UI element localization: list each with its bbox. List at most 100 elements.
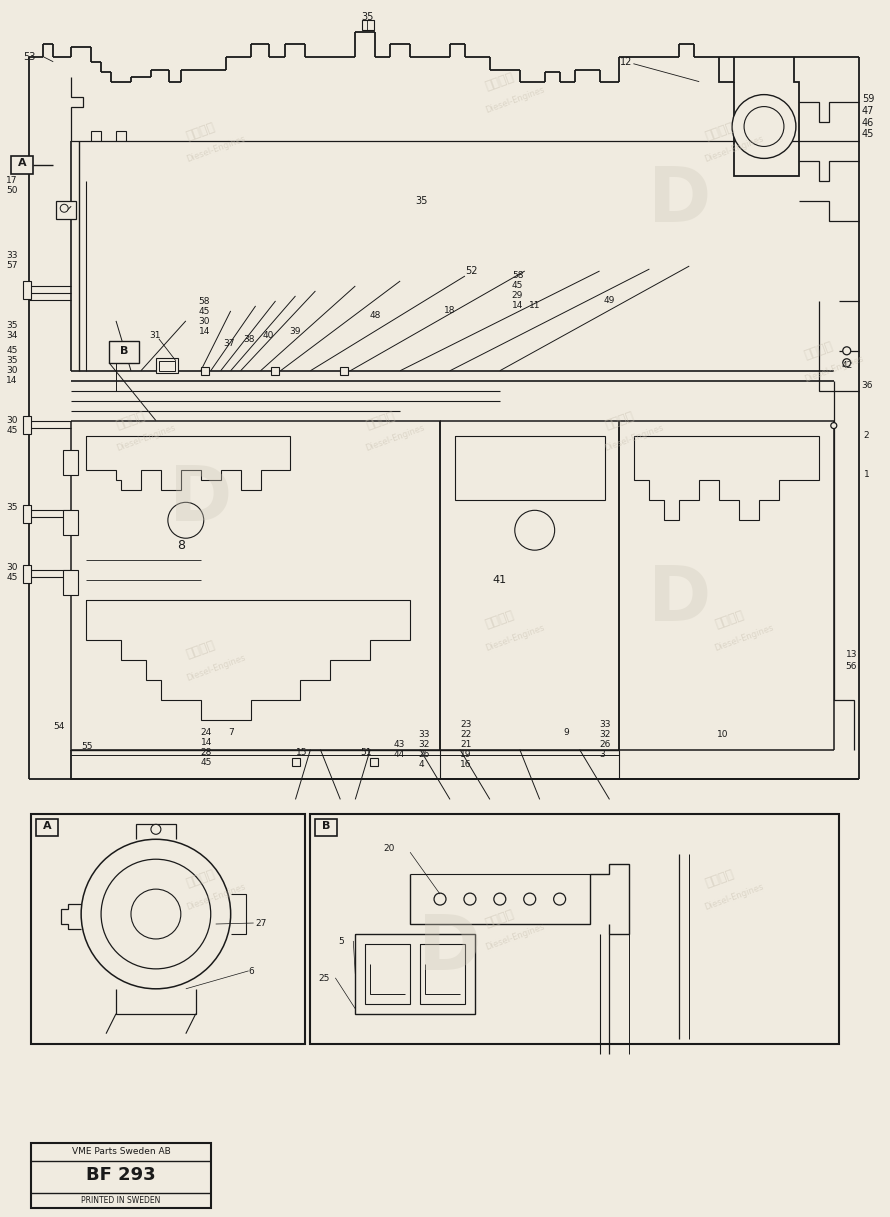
- Text: 45: 45: [201, 757, 212, 767]
- Text: 6: 6: [248, 966, 255, 976]
- Text: 55: 55: [81, 741, 93, 751]
- Circle shape: [131, 890, 181, 940]
- Text: 12: 12: [619, 57, 632, 67]
- Bar: [23, 415, 31, 433]
- Text: D: D: [418, 912, 481, 986]
- Text: 49: 49: [603, 296, 615, 305]
- Text: 16: 16: [460, 759, 472, 768]
- Circle shape: [494, 893, 506, 905]
- Text: 24: 24: [201, 728, 212, 736]
- Text: 14: 14: [201, 738, 212, 746]
- Text: 48: 48: [369, 310, 381, 320]
- Text: 20: 20: [384, 845, 394, 853]
- Text: Diesel-Engines: Diesel-Engines: [713, 623, 775, 652]
- Text: A: A: [18, 158, 27, 168]
- Text: Diesel-Engines: Diesel-Engines: [185, 135, 247, 164]
- Text: 18: 18: [444, 305, 456, 315]
- Bar: [109, 341, 139, 363]
- Text: Diesel-Engines: Diesel-Engines: [484, 623, 546, 652]
- Text: 23: 23: [460, 719, 472, 729]
- Text: 50: 50: [6, 186, 18, 195]
- Text: 13: 13: [846, 650, 857, 658]
- Bar: [31, 814, 305, 1044]
- Text: 紫发动力: 紫发动力: [184, 868, 217, 891]
- Text: 52: 52: [465, 267, 477, 276]
- Bar: [293, 757, 301, 765]
- Text: 紫发动力: 紫发动力: [483, 608, 516, 632]
- Text: 43: 43: [393, 740, 405, 748]
- Text: Diesel-Engines: Diesel-Engines: [115, 424, 177, 454]
- Text: 32: 32: [600, 730, 611, 739]
- Bar: [159, 360, 174, 371]
- Text: 7: 7: [229, 728, 234, 736]
- Text: 26: 26: [418, 750, 430, 758]
- Text: 紫发动力: 紫发动力: [483, 908, 516, 930]
- Text: 45: 45: [6, 346, 18, 355]
- Circle shape: [523, 893, 536, 905]
- Bar: [23, 505, 31, 523]
- Text: 1: 1: [863, 471, 870, 479]
- Text: 紫发动力: 紫发动力: [603, 409, 635, 432]
- Text: BF 293: BF 293: [86, 1166, 156, 1184]
- Bar: [271, 366, 279, 375]
- Text: 8: 8: [177, 539, 185, 551]
- Text: B: B: [120, 346, 128, 355]
- Bar: [201, 366, 209, 375]
- Text: 17: 17: [6, 176, 18, 185]
- Text: 35: 35: [415, 196, 427, 207]
- Text: 33: 33: [418, 730, 430, 739]
- Text: 紫发动力: 紫发动力: [713, 608, 746, 632]
- Text: 11: 11: [529, 301, 540, 310]
- Text: 14: 14: [512, 301, 523, 310]
- Text: 47: 47: [862, 106, 874, 116]
- Text: 40: 40: [263, 331, 274, 340]
- Circle shape: [101, 859, 211, 969]
- Text: 紫发动力: 紫发动力: [115, 409, 148, 432]
- Bar: [370, 757, 378, 765]
- Circle shape: [151, 824, 161, 835]
- Text: 4: 4: [418, 759, 424, 768]
- Circle shape: [554, 893, 566, 905]
- Circle shape: [464, 893, 476, 905]
- Bar: [156, 358, 178, 372]
- Text: Diesel-Engines: Diesel-Engines: [703, 882, 765, 912]
- Bar: [340, 366, 348, 375]
- Text: 58: 58: [512, 271, 523, 280]
- Circle shape: [830, 422, 837, 428]
- Text: 37: 37: [222, 338, 234, 348]
- Bar: [31, 1143, 211, 1208]
- Text: 35: 35: [6, 321, 18, 330]
- Text: 42: 42: [842, 360, 853, 370]
- Circle shape: [843, 359, 851, 366]
- Text: 28: 28: [201, 747, 212, 757]
- Text: 58: 58: [198, 297, 210, 305]
- Text: 紫发动力: 紫发动力: [483, 71, 516, 92]
- Text: Diesel-Engines: Diesel-Engines: [803, 354, 865, 383]
- Bar: [56, 201, 77, 219]
- Text: VME Parts Sweden AB: VME Parts Sweden AB: [71, 1148, 170, 1156]
- Text: 22: 22: [460, 730, 471, 739]
- Circle shape: [434, 893, 446, 905]
- Text: 紫发动力: 紫发动力: [364, 409, 397, 432]
- Text: 39: 39: [290, 327, 301, 336]
- Text: 紫发动力: 紫发动力: [803, 340, 835, 361]
- Text: D: D: [169, 464, 232, 538]
- Bar: [315, 819, 337, 836]
- Text: 34: 34: [6, 331, 18, 340]
- Text: 紫发动力: 紫发动力: [184, 639, 217, 661]
- Text: 54: 54: [53, 722, 65, 730]
- Text: 32: 32: [418, 740, 430, 748]
- Text: 29: 29: [512, 291, 523, 301]
- Bar: [36, 819, 58, 836]
- Text: D: D: [648, 164, 711, 239]
- Circle shape: [514, 510, 554, 550]
- Bar: [23, 281, 31, 299]
- Bar: [63, 450, 78, 476]
- Text: 3: 3: [600, 750, 605, 758]
- Text: 30: 30: [198, 316, 210, 326]
- Text: 56: 56: [846, 662, 857, 671]
- Bar: [311, 814, 838, 1044]
- Bar: [23, 565, 31, 583]
- Text: 33: 33: [6, 251, 18, 260]
- Circle shape: [81, 840, 231, 988]
